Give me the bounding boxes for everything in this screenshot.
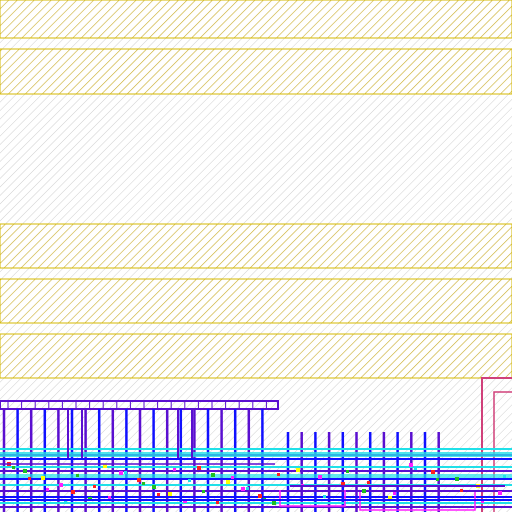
diffusion-stripe bbox=[0, 490, 512, 492]
power-rail-5[interactable] bbox=[0, 333, 512, 379]
contact bbox=[103, 464, 107, 468]
contact bbox=[296, 468, 300, 472]
contact bbox=[71, 490, 75, 494]
diffusion-band bbox=[0, 474, 512, 478]
contact bbox=[168, 492, 172, 496]
contact bbox=[157, 493, 160, 496]
contact bbox=[124, 471, 127, 474]
contact bbox=[367, 481, 370, 484]
diffusion-stripe bbox=[0, 506, 512, 508]
diffusion-band bbox=[0, 452, 512, 457]
diffusion-stripe bbox=[0, 484, 512, 486]
contact bbox=[503, 475, 506, 478]
contact bbox=[76, 474, 79, 477]
contact bbox=[277, 473, 280, 476]
contact bbox=[388, 496, 392, 500]
diffusion-stripe bbox=[0, 496, 512, 498]
contact bbox=[188, 479, 191, 482]
contact bbox=[226, 480, 230, 484]
contact bbox=[137, 478, 141, 482]
contact bbox=[142, 482, 145, 485]
contact bbox=[197, 466, 201, 470]
contact bbox=[460, 489, 463, 492]
diffusion-stripe bbox=[0, 502, 512, 504]
contact bbox=[119, 471, 123, 475]
contact bbox=[12, 466, 15, 469]
contact bbox=[272, 501, 276, 505]
contact bbox=[59, 483, 63, 487]
contact bbox=[216, 501, 219, 504]
contact bbox=[362, 489, 366, 493]
diffusion-stripe bbox=[0, 466, 512, 468]
contact bbox=[323, 495, 326, 498]
contact bbox=[46, 488, 49, 491]
contact bbox=[341, 482, 345, 486]
contact bbox=[23, 469, 27, 473]
contact bbox=[28, 477, 31, 480]
contact bbox=[393, 492, 396, 495]
contact bbox=[431, 470, 435, 474]
contact bbox=[436, 478, 439, 481]
contact bbox=[241, 487, 245, 491]
power-rails bbox=[0, 0, 512, 379]
diffusion-stripe bbox=[0, 478, 512, 480]
contact bbox=[346, 470, 349, 473]
contact bbox=[455, 477, 459, 481]
contact bbox=[202, 490, 205, 493]
contact bbox=[414, 467, 417, 470]
contact bbox=[481, 500, 484, 503]
diffusion-stripe bbox=[0, 458, 512, 460]
contact bbox=[173, 468, 176, 471]
contact bbox=[108, 496, 111, 499]
contact bbox=[231, 476, 234, 479]
contact bbox=[498, 491, 502, 495]
contact bbox=[409, 463, 413, 467]
diffusion-stripe bbox=[0, 448, 512, 450]
contact bbox=[93, 485, 96, 488]
contact bbox=[211, 473, 215, 477]
contact bbox=[246, 487, 249, 490]
diffusion-stripe bbox=[0, 470, 512, 472]
contact bbox=[258, 494, 262, 498]
contact bbox=[41, 476, 45, 480]
power-rail-2[interactable] bbox=[0, 48, 512, 95]
standard-cell-array[interactable] bbox=[0, 400, 512, 512]
power-rail-4[interactable] bbox=[0, 278, 512, 324]
power-rail-3[interactable] bbox=[0, 223, 512, 269]
contact bbox=[152, 485, 156, 489]
poly-route bbox=[279, 490, 346, 507]
contact bbox=[318, 475, 322, 479]
power-rail-1[interactable] bbox=[0, 0, 512, 39]
